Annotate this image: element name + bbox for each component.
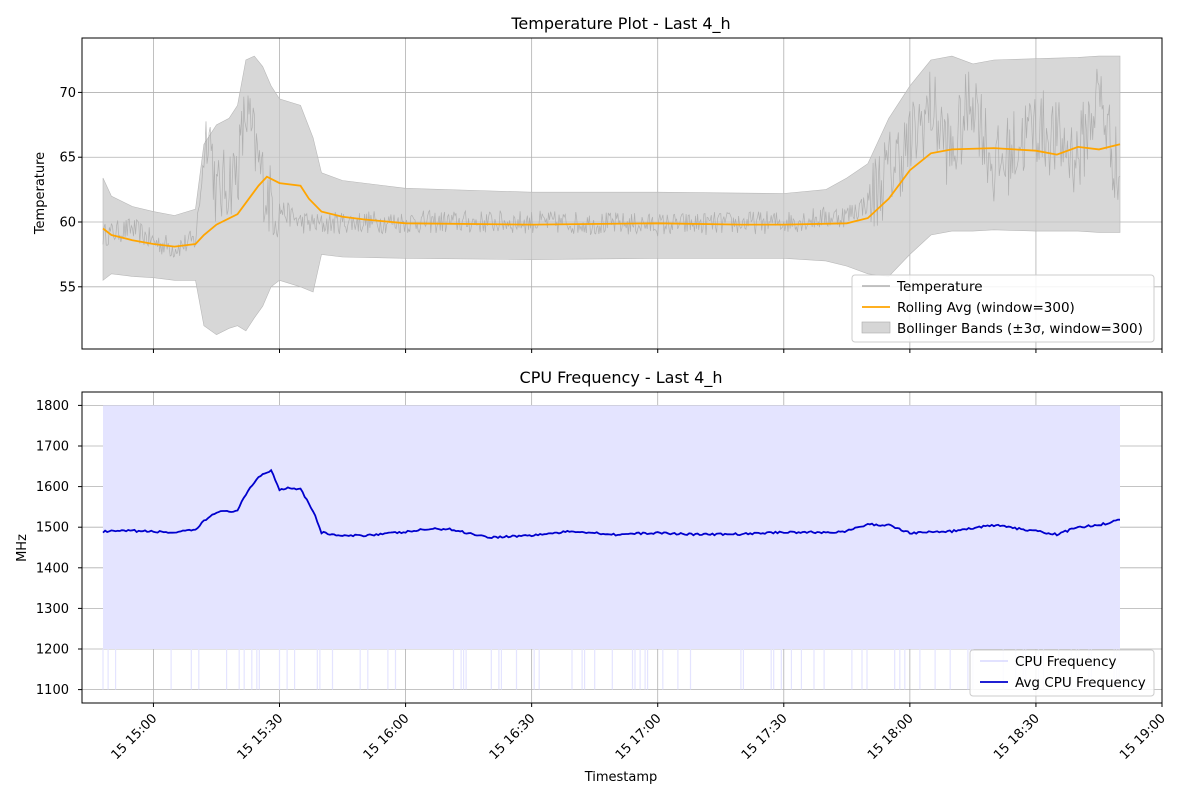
- legend-rolling-avg-label: Rolling Avg (window=300): [897, 300, 1075, 316]
- avg-cpu-frequency-line: [102, 468, 1120, 540]
- temperature-ytick-label: 70: [59, 86, 76, 101]
- cpu-ytick-label: 1100: [36, 683, 69, 698]
- cpu-frequency-chart: CPU Frequency - Last 4_h 1100 1200 1300 140…: [15, 368, 1169, 785]
- cpu-x-ticks: 15 15:00 15 15:30 15 16:00 15 16:30 15 17:00…: [109, 703, 1169, 763]
- cpu-ytick-label: 1200: [36, 643, 69, 658]
- cpu-ytick-label: 1700: [36, 439, 69, 454]
- bollinger-band-area: [102, 55, 1121, 336]
- x-tick-label: 15 17:00: [613, 711, 665, 763]
- cpu-legend-box: [969, 649, 1155, 697]
- legend-bollinger-swatch: [861, 321, 891, 334]
- temperature-ytick-label: 60: [59, 216, 76, 231]
- cpu-chart-title: CPU Frequency - Last 4_h: [520, 368, 723, 388]
- legend-temperature-label: Temperature: [896, 279, 983, 295]
- temperature-y-ticks: 55 60 65 70: [59, 86, 82, 295]
- x-tick-label: 15 19:00: [1117, 711, 1169, 763]
- cpu-frequency-dips: [102, 649, 1120, 690]
- temperature-ytick-label: 65: [59, 151, 76, 166]
- cpu-plot-area: [102, 405, 1120, 690]
- x-tick-label: 15 16:30: [487, 711, 539, 763]
- cpu-frequency-area: [103, 405, 1120, 650]
- x-axis-label: Timestamp: [584, 770, 658, 785]
- temperature-y-axis-label: Temperature: [33, 152, 48, 235]
- x-tick-label: 15 18:00: [865, 711, 917, 763]
- cpu-y-axis-label: MHz: [15, 534, 30, 562]
- temperature-plot-area: [102, 55, 1121, 336]
- temperature-axes-frame: [81, 37, 1163, 350]
- cpu-ytick-label: 1800: [36, 399, 69, 414]
- cpu-ytick-label: 1400: [36, 561, 69, 576]
- legend-bollinger-label: Bollinger Bands (±3σ, window=300): [897, 321, 1143, 337]
- temperature-ytick-label: 55: [59, 280, 76, 295]
- x-tick-label: 15 15:00: [109, 711, 161, 763]
- cpu-ytick-label: 1300: [36, 602, 69, 617]
- x-tick-label: 15 16:00: [361, 711, 413, 763]
- cpu-legend: CPU Frequency Avg CPU Frequency: [969, 649, 1155, 697]
- legend-avg-cpu-label: Avg CPU Frequency: [1015, 675, 1146, 691]
- cpu-y-ticks: 1100 1200 1300 1400 1500 1600 1700 1800: [36, 399, 82, 698]
- temperature-chart-title: Temperature Plot - Last 4_h: [510, 14, 730, 34]
- temperature-chart: Temperature Plot - Last 4_h 55 60 65 70 Tem…: [33, 14, 1163, 353]
- cpu-axes-frame: [81, 391, 1163, 704]
- temperature-legend: Temperature Rolling Avg (window=300) Bol…: [851, 274, 1155, 343]
- temperature-legend-box: [851, 274, 1155, 343]
- x-tick-label: 15 18:30: [991, 711, 1043, 763]
- rolling-avg-line: [102, 143, 1121, 248]
- cpu-ytick-label: 1600: [36, 480, 69, 495]
- cpu-ytick-label: 1500: [36, 521, 69, 536]
- legend-cpu-label: CPU Frequency: [1015, 654, 1116, 670]
- temperature-line: [102, 68, 1121, 258]
- x-tick-label: 15 17:30: [739, 711, 791, 763]
- temperature-x-ticks: [152, 349, 1163, 353]
- x-tick-label: 15 15:30: [235, 711, 287, 763]
